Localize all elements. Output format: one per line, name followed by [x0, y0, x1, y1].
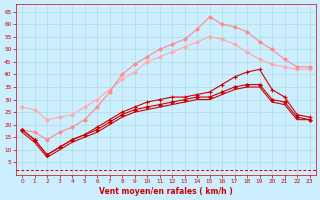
X-axis label: Vent moyen/en rafales ( km/h ): Vent moyen/en rafales ( km/h ): [99, 187, 233, 196]
